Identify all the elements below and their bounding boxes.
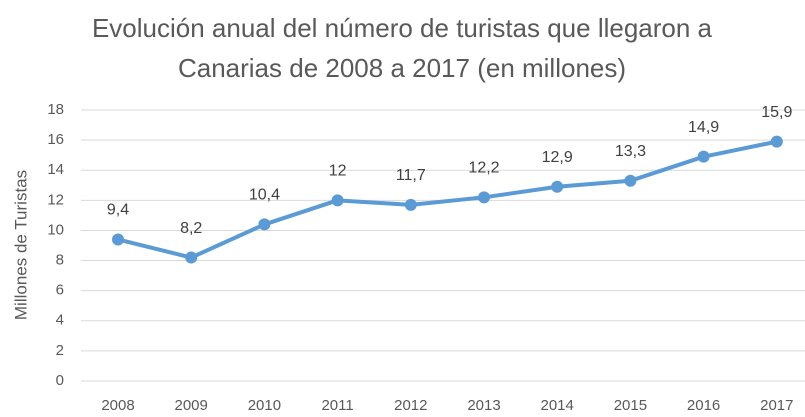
x-tick-label: 2014 <box>541 397 574 414</box>
data-label: 9,4 <box>107 202 129 219</box>
data-line <box>117 139 778 260</box>
chart-title: Evolución anual del número de turistas q… <box>91 13 713 83</box>
data-label: 11,7 <box>396 167 426 184</box>
data-point <box>551 180 564 193</box>
x-tick-label: 2010 <box>248 397 281 414</box>
data-label: 12 <box>329 163 347 180</box>
data-label: 12,9 <box>542 149 573 166</box>
data-point <box>770 135 783 148</box>
y-tick-label: 12 <box>47 191 64 208</box>
y-tick-label: 10 <box>47 221 64 238</box>
data-point <box>404 198 417 211</box>
y-tick-label: 6 <box>56 282 64 299</box>
x-tick-label: 2015 <box>614 397 647 414</box>
x-tick-label: 2013 <box>467 397 500 414</box>
x-tick-label: 2016 <box>687 397 720 414</box>
y-tick-label: 2 <box>56 342 64 359</box>
data-point <box>185 251 198 264</box>
data-point <box>331 194 344 207</box>
data-point <box>697 150 710 163</box>
y-tick-label: 16 <box>47 131 64 148</box>
y-tick-label: 0 <box>56 372 64 389</box>
x-tick-label: 2011 <box>321 397 353 414</box>
y-tick-label: 4 <box>56 312 64 329</box>
data-label: 12,2 <box>468 160 499 177</box>
y-axis-label: Millones de Turistas <box>11 170 30 320</box>
x-tick-label: 2008 <box>101 397 134 414</box>
data-point <box>258 218 271 231</box>
y-tick-label: 14 <box>47 161 64 178</box>
x-tick-label: 2017 <box>760 397 793 414</box>
data-label: 14,9 <box>688 119 719 136</box>
data-label: 15,9 <box>761 104 792 121</box>
x-tick-label: 2012 <box>394 397 427 414</box>
data-point <box>478 191 490 204</box>
data-point <box>624 174 637 187</box>
data-label: 8,2 <box>180 220 202 237</box>
x-tick-label: 2009 <box>175 397 208 414</box>
data-label: 13,3 <box>615 143 646 160</box>
y-tick-label: 18 <box>47 101 64 118</box>
y-tick-label: 8 <box>56 252 64 269</box>
data-label: 10,4 <box>249 187 280 204</box>
data-point <box>112 233 124 246</box>
